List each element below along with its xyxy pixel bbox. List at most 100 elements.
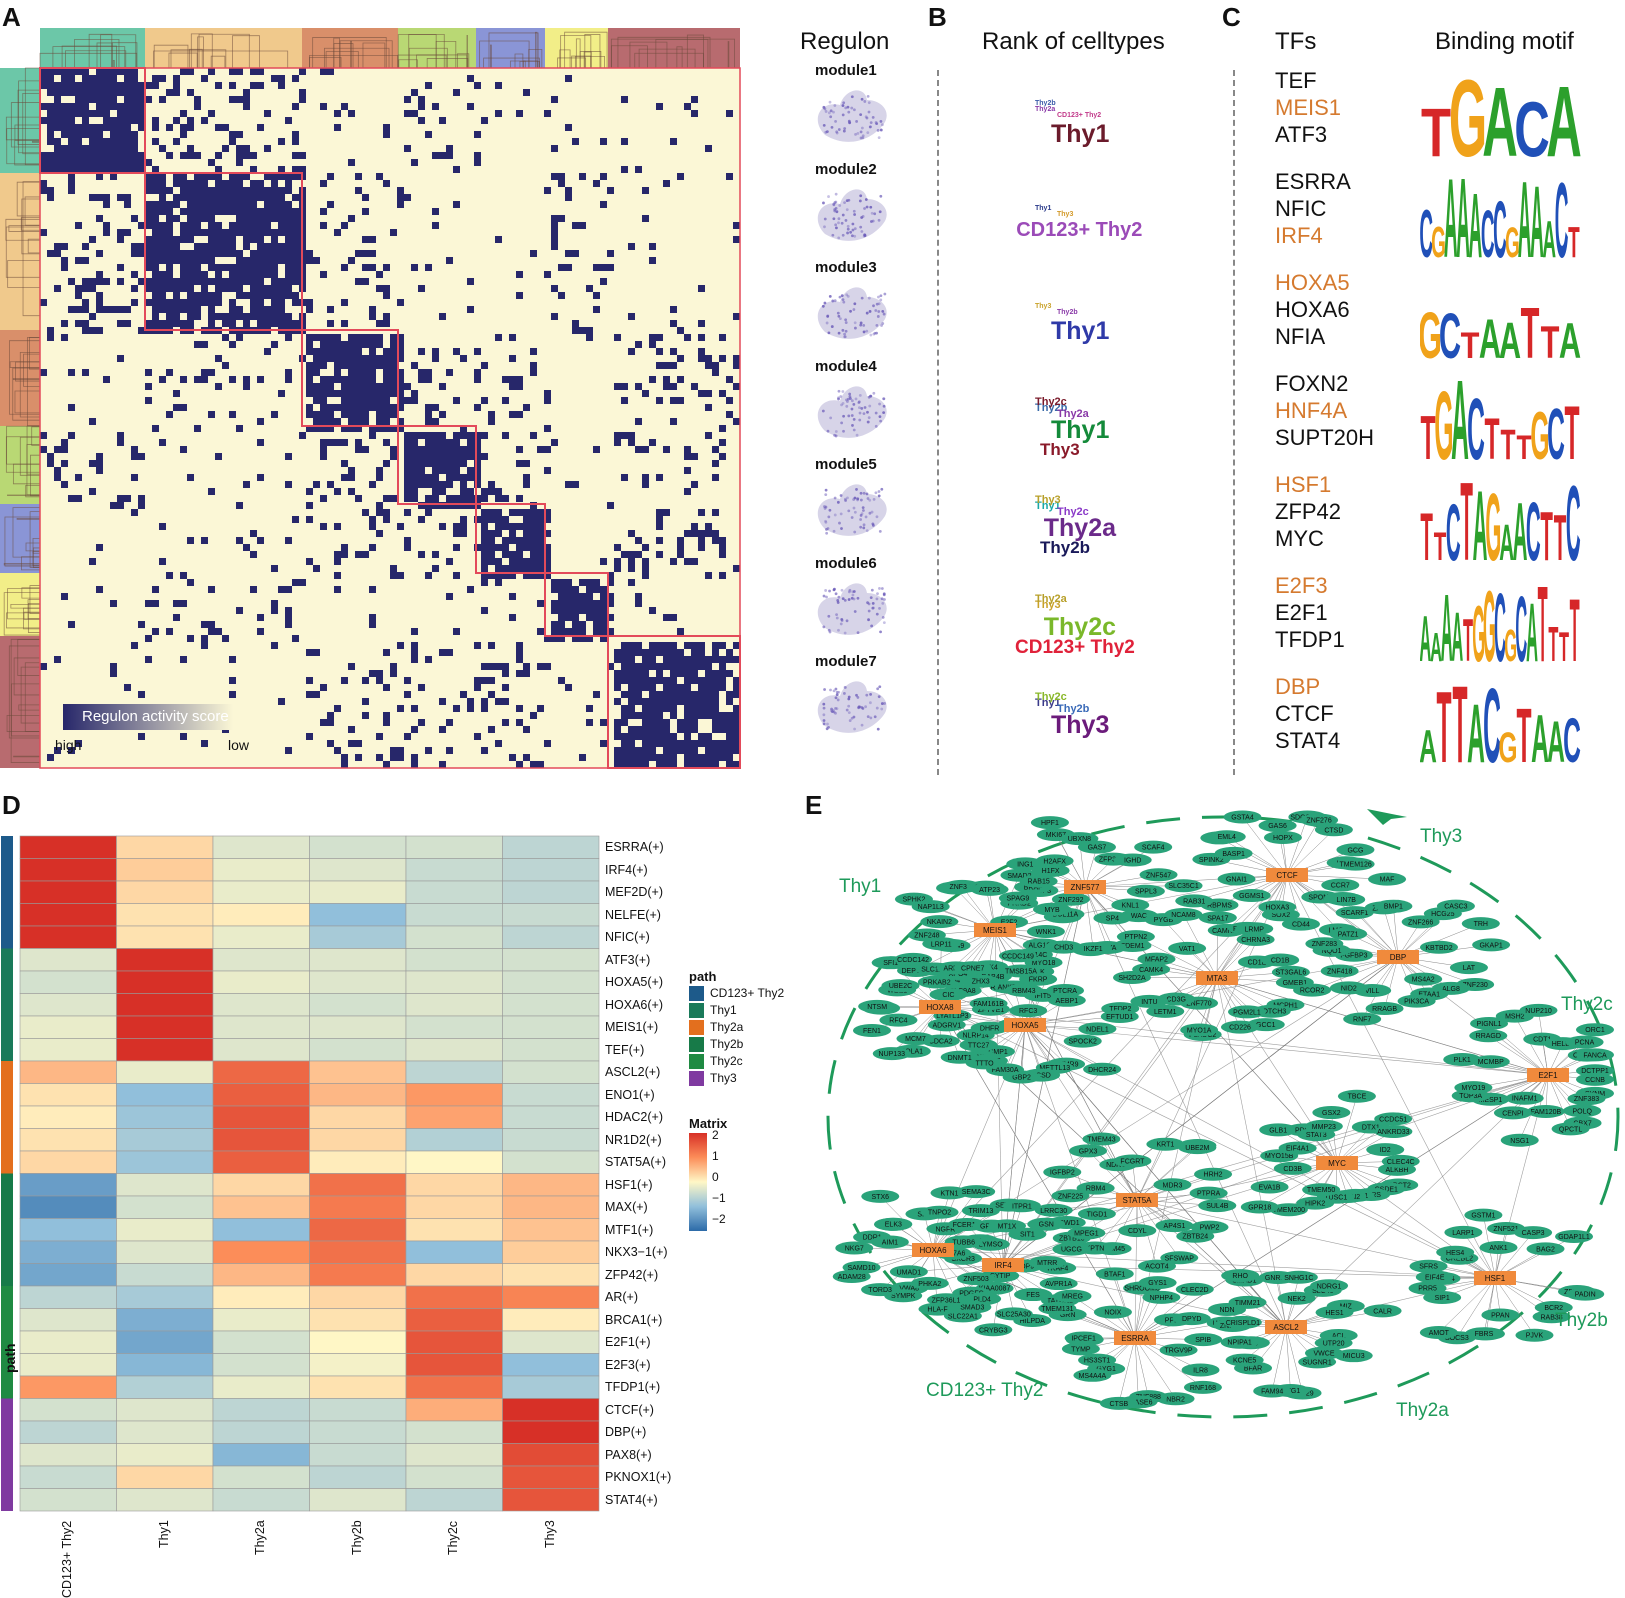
heatmap-cell [719,355,726,362]
umap-point [867,618,870,621]
tf-name: CTCF [1275,701,1334,727]
heatmap-cell [642,663,649,670]
path-legend-label: Thy1 [710,1003,737,1017]
network-node: CASC3 [1437,900,1475,913]
heatmap-cell [397,754,404,761]
heatmap-cell [705,740,712,747]
heatmap-cell [656,523,663,530]
umap-point [840,622,843,625]
heatmap-cell [481,705,488,712]
motif-letter: T [1516,693,1531,764]
heatmap-cell [327,712,334,719]
heatmap-cell [705,145,712,152]
heatmap-cell [733,313,740,320]
network-node-label: UMAD1 [897,1269,922,1276]
heatmap-cell [20,949,117,972]
network-hub: E2F1 [1527,1068,1569,1082]
umap-point [833,690,836,693]
umap-point [852,228,855,231]
heatmap-cell [213,1084,310,1107]
umap-point [856,497,859,500]
umap-point [823,722,826,725]
umap-point [841,588,844,591]
heatmap-cell [516,719,523,726]
umap-point [882,411,885,414]
network-node-label: MTRR [1037,1260,1057,1267]
heatmap-cell [20,1466,117,1489]
heatmap-cell [20,1061,117,1084]
heatmap-cell [656,726,663,733]
network-node-label: MYO1A [1187,1027,1212,1034]
rank-extra-celltype: Thy2c [1035,691,1067,703]
heatmap-cell [649,733,656,740]
umap-point [875,121,878,124]
network-node: FEN1 [853,1024,891,1037]
heatmap-cell [406,836,503,859]
motif-letter: T [1460,472,1473,562]
path-annotation-cell [1,1264,13,1287]
heatmap-cell [712,698,719,705]
heatmap-cell [310,1151,407,1174]
network-node-label: RFC3 [1019,1008,1037,1015]
heatmap-cell [406,1084,503,1107]
heatmap-cell [691,649,698,656]
heatmap-cell [649,719,656,726]
panel-label-b: B [928,2,947,33]
umap-point [823,719,826,722]
network-node-label: SUGNR1 [1303,1359,1332,1366]
heatmap-cell [663,642,670,649]
umap-point [876,592,879,595]
heatmap-cell [635,754,642,761]
heatmap-row-label: IRF4(+) [605,863,648,877]
heatmap-cell [663,761,670,768]
umap-point [863,331,866,334]
heatmap-cell [201,740,208,747]
heatmap-cell [649,341,656,348]
heatmap-cell [726,733,733,740]
network-node-label: CLEC4C [1387,1159,1415,1166]
network-node-label: GGMS1 [1239,893,1264,900]
network-node: NCAM8 [1164,908,1202,921]
heatmap-cell [213,1376,310,1399]
heatmap-cell [310,904,407,927]
umap-point [878,685,881,688]
motif-letter: A [1499,312,1521,360]
heatmap-cell [614,432,621,439]
heatmap-cell [406,971,503,994]
network-node-label: MS4A2 [1412,977,1435,984]
heatmap-cell [310,1129,407,1152]
umap-point [850,107,853,110]
rank-extra-celltype: CD123+ Thy2 [1057,112,1101,119]
umap-point [842,104,845,107]
network-hub-label: HOXA8 [926,1003,954,1012]
umap-point [868,609,871,612]
umap-point [835,696,838,699]
group-label-cd123-thy2: CD123+ Thy2 [926,1380,1043,1402]
heatmap-cell [656,509,663,516]
network-node: SLC25A30 [995,1307,1033,1320]
umap-point [867,95,870,98]
heatmap-cell [691,740,698,747]
umap-point [838,332,841,335]
motif-letter: T [1554,502,1567,562]
heatmap-cell [677,649,684,656]
network-node: FAM120B [1527,1105,1565,1118]
heatmap-cell [698,320,705,327]
heatmap-cell [406,1376,503,1399]
heatmap-cell [310,1489,407,1512]
umap-point [842,113,845,116]
heatmap-cell [691,691,698,698]
heatmap-row-label: MTF1(+) [605,1223,653,1237]
umap-point [878,218,881,221]
network-node-label: NKAIN2 [927,919,952,926]
heatmap-cell [20,1016,117,1039]
network-node-label: SLC25A30 [997,1311,1031,1318]
umap-point [840,527,843,530]
heatmap-cell [670,747,677,754]
network-node: BMP1 [1374,900,1412,913]
network-node-label: KCNE5 [1233,1358,1256,1365]
network-node-label: HES4 [1446,1250,1464,1257]
umap-point [880,708,883,711]
heatmap-cell [20,1286,117,1309]
heatmap-cell [712,656,719,663]
